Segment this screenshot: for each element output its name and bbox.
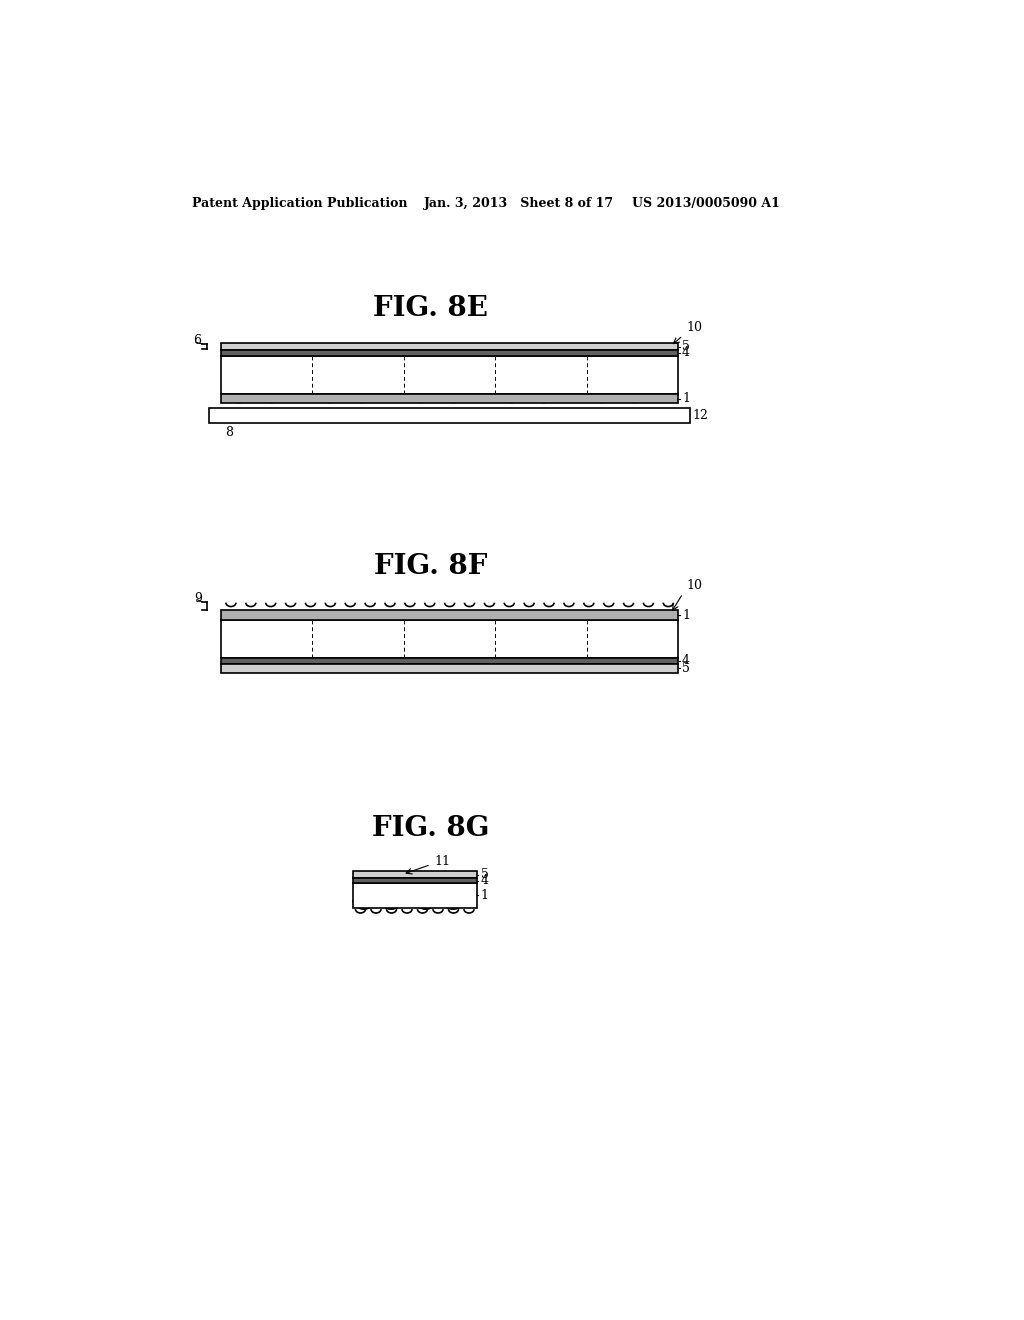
Text: FIG. 8E: FIG. 8E [373,296,487,322]
Text: 4: 4 [682,346,690,359]
Text: 5: 5 [480,869,488,880]
Text: FIG. 8F: FIG. 8F [374,553,487,579]
Bar [221,350,678,355]
Text: 4: 4 [480,874,488,887]
Bar [221,659,678,664]
Bar [352,878,477,883]
Bar [209,408,690,424]
Bar [352,871,477,878]
Text: 8: 8 [225,426,232,440]
Text: 6: 6 [194,334,201,347]
Text: 9: 9 [195,591,203,605]
Bar [221,395,678,404]
Text: 5: 5 [682,661,690,675]
Text: 5: 5 [682,341,690,354]
Text: Patent Application Publication: Patent Application Publication [191,197,408,210]
Text: US 2013/0005090 A1: US 2013/0005090 A1 [632,197,779,210]
Text: 1: 1 [480,888,488,902]
Bar [221,664,678,673]
Bar [352,883,477,908]
Text: 10: 10 [686,579,702,593]
Text: 11: 11 [435,855,451,869]
Bar [221,355,678,395]
Text: FIG. 8G: FIG. 8G [372,814,489,842]
Text: 4: 4 [682,655,690,668]
Text: 10: 10 [686,321,702,334]
Bar [221,610,678,619]
Text: Jan. 3, 2013   Sheet 8 of 17: Jan. 3, 2013 Sheet 8 of 17 [424,197,614,210]
Text: 1: 1 [682,392,690,405]
Bar [221,343,678,350]
Bar [221,619,678,659]
Text: 12: 12 [692,409,708,422]
Text: 1: 1 [682,609,690,622]
